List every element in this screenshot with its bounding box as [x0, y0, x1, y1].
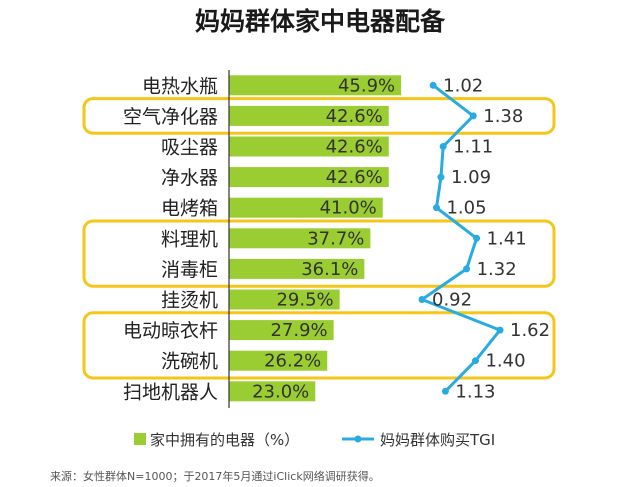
bar-value-label: 36.1% [301, 259, 358, 280]
bar-value-label: 41.0% [320, 198, 377, 219]
tgi-value-label: 1.02 [443, 75, 483, 96]
category-label: 电烤箱 [161, 198, 218, 220]
bar-value-label: 29.5% [276, 290, 333, 311]
bar [229, 197, 383, 218]
category-label: 电动晾衣杆 [123, 320, 218, 342]
legend-bar-label: 家中拥有的电器（%） [150, 431, 299, 449]
category-label: 洗碗机 [161, 351, 218, 373]
bar-value-label: 37.7% [307, 228, 364, 249]
chart-title: 妈妈群体家中电器配备 [195, 7, 446, 36]
category-label: 扫地机器人 [123, 381, 218, 403]
category-label: 电热水瓶 [142, 75, 218, 97]
tgi-point [439, 143, 447, 150]
category-label: 挂烫机 [161, 290, 218, 312]
bar-value-label: 23.0% [252, 381, 309, 402]
category-label: 空气净化器 [123, 106, 218, 128]
bar [229, 381, 316, 402]
bar [229, 228, 371, 249]
category-label: 净水器 [161, 167, 218, 189]
tgi-value-label: 0.92 [432, 290, 472, 311]
bar [229, 289, 340, 310]
bar [229, 105, 389, 126]
tgi-point [463, 265, 471, 273]
bar-value-label: 45.9% [338, 75, 395, 96]
legend-bar-swatch [134, 433, 146, 445]
bar [229, 136, 389, 157]
bar-value-label: 42.6% [326, 137, 383, 158]
tgi-point [471, 357, 479, 365]
category-label: 料理机 [161, 228, 218, 250]
tgi-point [469, 112, 477, 120]
bar-value-label: 26.2% [264, 351, 321, 372]
category-label: 消毒柜 [161, 259, 218, 281]
highlight-boxes [82, 97, 556, 380]
highlight-box [82, 311, 556, 380]
legend: 家中拥有的电器（%） 妈妈群体购买TGI [134, 431, 495, 449]
tgi-value-label: 1.05 [446, 198, 486, 219]
tgi-line-group: 1.021.38 1.11 1.09 1.051.41 1.320.92 1.62 1.40… [418, 75, 550, 402]
tgi-point [441, 387, 449, 395]
bar-group: 电热水瓶 45.9% 空气净化器 42.6% 吸尘器 42.6% 净水器 42.6% 电烤箱 41… [123, 75, 402, 403]
legend-line-marker [354, 435, 362, 443]
bar-value-label: 27.9% [270, 320, 327, 341]
bar [229, 75, 402, 96]
highlight-box [82, 97, 556, 135]
tgi-value-label: 1.13 [455, 381, 495, 402]
tgi-value-label: 1.09 [451, 167, 491, 188]
highlight-box [82, 219, 556, 288]
bar [229, 258, 365, 279]
tgi-value-label: 1.40 [485, 351, 525, 372]
tgi-point [473, 234, 481, 242]
bar [229, 320, 334, 341]
bar [229, 350, 328, 371]
tgi-point [496, 326, 504, 334]
tgi-value-label: 1.62 [510, 320, 550, 341]
bar [229, 167, 389, 188]
tgi-value-label: 1.38 [483, 106, 523, 127]
tgi-point [437, 173, 445, 181]
source-note: 来源：女性群体N=1000；于2017年5月通过iClick网络调研获得。 [50, 469, 380, 483]
bar-value-label: 42.6% [326, 167, 383, 188]
tgi-value-label: 1.11 [453, 137, 493, 158]
category-label: 吸尘器 [161, 137, 218, 159]
legend-line-label: 妈妈群体购买TGI [380, 431, 495, 449]
bar-value-label: 42.6% [326, 106, 383, 127]
tgi-point [429, 81, 437, 89]
tgi-value-label: 1.41 [487, 228, 527, 249]
tgi-value-label: 1.32 [477, 259, 517, 280]
tgi-point [432, 204, 440, 212]
tgi-point [418, 296, 426, 303]
